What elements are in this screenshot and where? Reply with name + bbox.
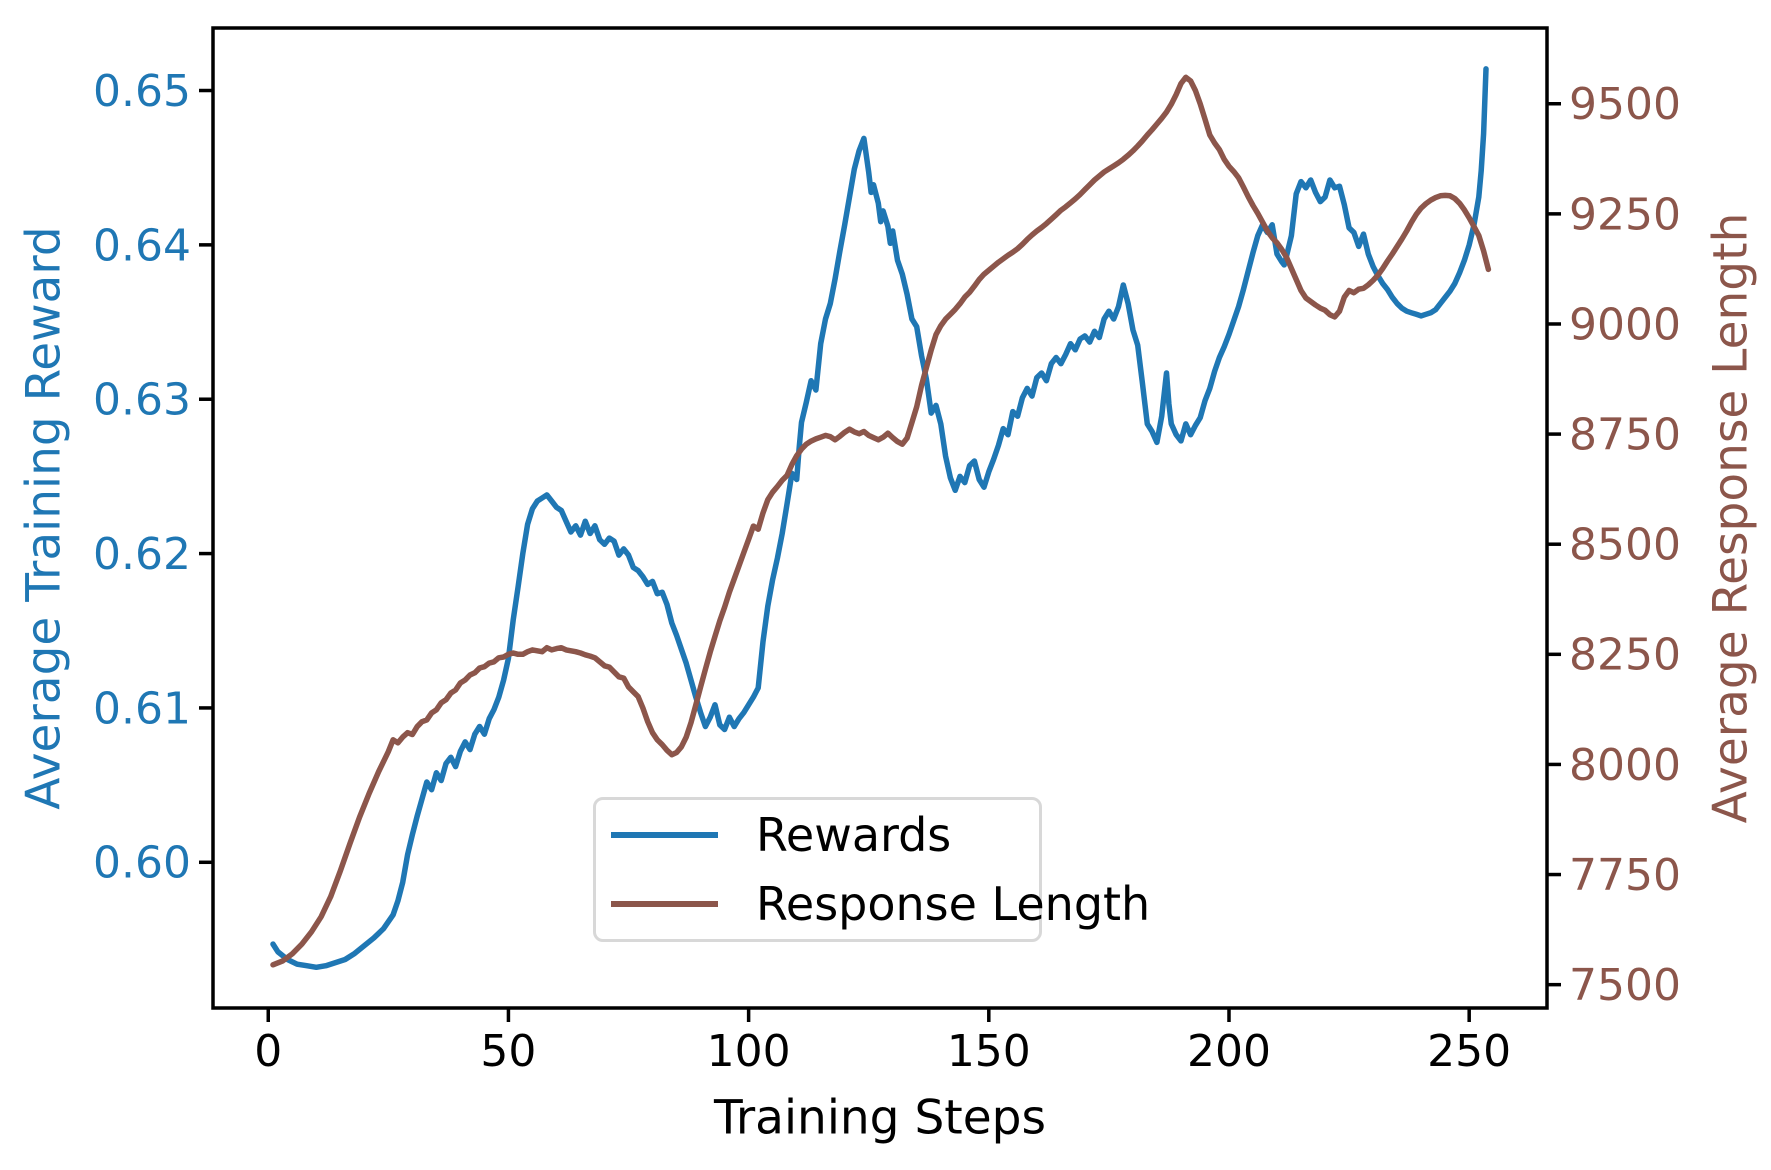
y-left-tick-label: 0.62 [93,529,191,580]
x-tick-label: 50 [480,1026,536,1077]
y-right-tick-label: 8000 [1569,740,1681,791]
rewards-line-swatch [611,831,718,838]
y-left-tick-label: 0.63 [93,375,191,426]
y-axis-label-right: Average Response Length [1703,212,1759,824]
x-axis-label: Training Steps [714,1090,1046,1146]
y-right-tick-label: 8500 [1569,520,1681,571]
y-right-tick-label: 9500 [1569,79,1681,130]
y-left-tick-label: 0.65 [93,66,191,117]
y-right-tick-label: 9000 [1569,299,1681,350]
legend-item-rewards: Rewards [611,800,1039,870]
y-left-tick-label: 0.61 [93,683,191,734]
y-right-tick-label: 7750 [1569,850,1681,901]
y-right-tick-label: 8750 [1569,409,1681,460]
legend-label-rewards: Rewards [756,807,952,862]
y-right-tick-label: 8250 [1569,630,1681,681]
rewards-line [270,66,1489,971]
legend: Rewards Response Length [593,797,1150,942]
x-tick-label: 250 [1427,1026,1511,1077]
legend-label-response-length: Response Length [756,877,1151,932]
x-tick-label: 200 [1187,1026,1271,1077]
y-left-tick-label: 0.64 [93,220,191,271]
plot-border [211,26,1549,1010]
y-left-tick-label: 0.60 [93,838,191,889]
y-right-tick-label: 7500 [1569,960,1681,1011]
x-tick-label: 0 [254,1026,282,1077]
legend-item-response-length: Response Length [611,870,1150,940]
y-axis-label-left: Average Training Reward [16,226,72,810]
response-length-line [270,74,1492,968]
x-tick-label: 150 [947,1026,1031,1077]
y-right-tick-label: 9250 [1569,189,1681,240]
x-tick-label: 100 [707,1026,791,1077]
response-length-line-swatch [611,901,718,908]
